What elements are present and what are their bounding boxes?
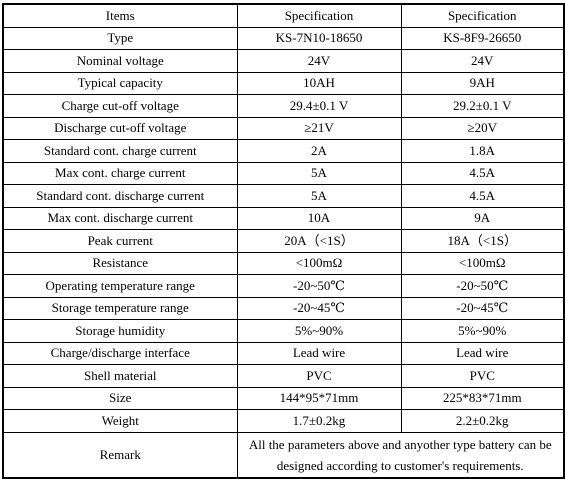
spec-cell: 29.4±0.1 V	[236, 94, 402, 118]
spec-cell: 10AH	[236, 71, 402, 95]
item-cell: Max cont. charge current	[2, 161, 238, 185]
table-row: Weight 1.7±0.2kg 2.2±0.2kg	[2, 409, 565, 433]
table-body: Items Specification Specification Type KS-7N…	[2, 3, 565, 478]
spec-cell: PVC	[400, 364, 565, 388]
item-cell: Charge/discharge interface	[2, 341, 238, 365]
item-cell: Discharge cut-off voltage	[2, 116, 238, 140]
spec-cell: Lead wire	[400, 341, 565, 365]
table-row: Charge/discharge interface Lead wire Lead …	[2, 341, 565, 365]
item-cell: Nominal voltage	[2, 49, 238, 73]
table-row: Charge cut-off voltage 29.4±0.1 V 29.2±0.1…	[2, 94, 565, 118]
item-cell: Storage humidity	[2, 319, 238, 343]
spec-cell: 9AH	[400, 71, 565, 95]
spec-cell: 24V	[400, 49, 565, 73]
spec-cell: 5%~90%	[400, 319, 565, 343]
item-cell: Standard cont. discharge current	[2, 184, 238, 208]
spec-cell: -20~45℃	[236, 296, 402, 320]
spec-cell: 4.5A	[400, 161, 565, 185]
item-cell: Standard cont. charge current	[2, 139, 238, 163]
spec-cell: 9A	[400, 206, 565, 230]
spec-cell: 24V	[236, 49, 402, 73]
table-row: Type KS-7N10-18650 KS-8F9-26650	[2, 26, 565, 50]
item-cell: Shell material	[2, 364, 238, 388]
spec-cell: 20A（<1S）	[236, 229, 402, 253]
spec-cell: 29.2±0.1 V	[400, 94, 565, 118]
table-row: Operating temperature range -20~50℃ -20~50…	[2, 274, 565, 298]
spec-cell: ≥21V	[236, 116, 402, 140]
spec-table: Items Specification Specification Type KS-7N…	[2, 3, 565, 479]
spec-cell: 5%~90%	[236, 319, 402, 343]
table-row: Storage humidity 5%~90% 5%~90%	[2, 319, 565, 343]
spec-cell: 225*83*71mm	[400, 386, 565, 410]
spec-cell: KS-8F9-26650	[400, 26, 565, 50]
table-row: Max cont. discharge current 10A 9A	[2, 206, 565, 230]
item-cell: Charge cut-off voltage	[2, 94, 238, 118]
item-cell: Storage temperature range	[2, 296, 238, 320]
spec-cell: 1.7±0.2kg	[236, 409, 402, 433]
spec-cell: Lead wire	[236, 341, 402, 365]
spec-cell: -20~45℃	[400, 296, 565, 320]
spec-cell: 10A	[236, 206, 402, 230]
spec-cell: -20~50℃	[236, 274, 402, 298]
spec-cell: 2.2±0.2kg	[400, 409, 565, 433]
header-cell: Specification	[400, 3, 565, 28]
item-cell: Type	[2, 26, 238, 50]
table-row: Size 144*95*71mm 225*83*71mm	[2, 386, 565, 410]
spec-cell: <100mΩ	[236, 251, 402, 275]
item-cell: Operating temperature range	[2, 274, 238, 298]
spec-cell: 4.5A	[400, 184, 565, 208]
table-row: Nominal voltage 24V 24V	[2, 49, 565, 73]
table-row: Max cont. charge current 5A 4.5A	[2, 161, 565, 185]
item-cell: Typical capacity	[2, 71, 238, 95]
table-row: Standard cont. charge current 2A 1.8A	[2, 139, 565, 163]
spec-cell: KS-7N10-18650	[236, 26, 402, 50]
spec-cell: ≥20V	[400, 116, 565, 140]
spec-cell: 2A	[236, 139, 402, 163]
remark-label: Remark	[2, 431, 238, 478]
spec-cell: 5A	[236, 184, 402, 208]
spec-cell: 144*95*71mm	[236, 386, 402, 410]
spec-cell: 5A	[236, 161, 402, 185]
header-row: Items Specification Specification	[2, 3, 565, 28]
table-row: Storage temperature range -20~45℃ -20~45℃	[2, 296, 565, 320]
table-row: Peak current 20A（<1S） 18A（<1S）	[2, 229, 565, 253]
table-row: Typical capacity 10AH 9AH	[2, 71, 565, 95]
table-row: Discharge cut-off voltage ≥21V ≥20V	[2, 116, 565, 140]
item-cell: Peak current	[2, 229, 238, 253]
header-cell: Items	[2, 3, 238, 28]
table-row: Standard cont. discharge current 5A 4.5A	[2, 184, 565, 208]
table-row: Shell material PVC PVC	[2, 364, 565, 388]
spec-cell: 18A（<1S）	[400, 229, 565, 253]
item-cell: Max cont. discharge current	[2, 206, 238, 230]
remark-text: All the parameters above and anyother ty…	[236, 431, 565, 478]
table-row: Resistance <100mΩ <100mΩ	[2, 251, 565, 275]
spec-cell: <100mΩ	[400, 251, 565, 275]
spec-cell: 1.8A	[400, 139, 565, 163]
header-cell: Specification	[236, 3, 402, 28]
remark-row: Remark All the parameters above and anyot…	[2, 431, 565, 478]
item-cell: Weight	[2, 409, 238, 433]
item-cell: Resistance	[2, 251, 238, 275]
spec-cell: PVC	[236, 364, 402, 388]
spec-cell: -20~50℃	[400, 274, 565, 298]
item-cell: Size	[2, 386, 238, 410]
